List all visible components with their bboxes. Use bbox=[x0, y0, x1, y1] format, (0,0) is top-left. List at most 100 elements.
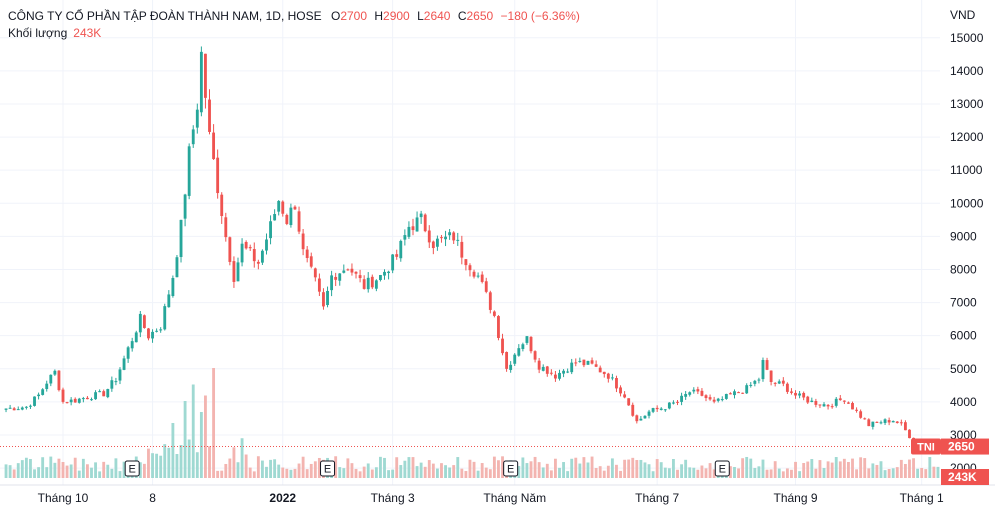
volume-bar bbox=[769, 469, 773, 478]
candle-body bbox=[472, 271, 476, 277]
candle-body bbox=[73, 398, 77, 403]
volume-bar bbox=[179, 445, 183, 478]
volume-bar bbox=[45, 467, 49, 478]
volume-bar bbox=[562, 462, 565, 478]
y-tick-label: 14000 bbox=[950, 64, 984, 78]
x-tick-label: Tháng 10 bbox=[38, 491, 89, 505]
volume-bar bbox=[338, 467, 342, 478]
volume-bar bbox=[842, 458, 846, 478]
volume-bar bbox=[529, 461, 533, 478]
volume-bar bbox=[456, 457, 460, 478]
candle-body bbox=[415, 217, 419, 232]
candle-body bbox=[24, 406, 28, 408]
candle-body bbox=[232, 261, 236, 282]
volume-bar bbox=[806, 461, 810, 478]
candle-body bbox=[505, 352, 509, 369]
candle-body bbox=[387, 271, 390, 274]
volume-bar bbox=[912, 458, 915, 478]
candle-body bbox=[163, 306, 167, 330]
volume-bar bbox=[289, 469, 293, 478]
candle-body bbox=[208, 99, 211, 132]
time-axis[interactable]: Tháng 10 8 2022 Tháng 3 Tháng Năm Tháng 7 Thán… bbox=[38, 491, 944, 505]
candle-body bbox=[431, 241, 435, 249]
volume-bar bbox=[122, 461, 126, 478]
volume-bar bbox=[232, 447, 236, 478]
candle-body bbox=[317, 278, 321, 292]
candle-body bbox=[395, 254, 399, 257]
volume-bar bbox=[220, 470, 224, 478]
volume-bar bbox=[859, 457, 863, 478]
candle-body bbox=[49, 374, 53, 384]
candle-body bbox=[118, 369, 122, 381]
legend-high-label: H bbox=[374, 9, 384, 23]
candle-body bbox=[305, 249, 309, 258]
legend-close-label: C bbox=[457, 9, 467, 23]
candle-body bbox=[643, 415, 647, 419]
volume-bar bbox=[586, 462, 590, 478]
y-tick-label: 15000 bbox=[950, 31, 984, 45]
volume-bar bbox=[822, 468, 826, 478]
volume-bar bbox=[106, 464, 110, 478]
volume-bar bbox=[362, 466, 366, 478]
candle-body bbox=[676, 401, 679, 403]
y-tick-label: 12000 bbox=[950, 130, 984, 144]
candle-body bbox=[741, 392, 745, 394]
candle-body bbox=[574, 362, 578, 364]
candle-body bbox=[908, 429, 911, 439]
candle-body bbox=[151, 331, 154, 339]
volume-bar bbox=[855, 469, 858, 478]
volume-bar bbox=[346, 458, 350, 478]
price-tag-label: 2650 bbox=[948, 440, 975, 454]
candle-body bbox=[281, 201, 285, 214]
volume-bar bbox=[497, 460, 500, 478]
candle-body bbox=[53, 370, 57, 375]
volume-bar bbox=[639, 459, 643, 478]
candle-body bbox=[322, 292, 325, 307]
candle-body bbox=[745, 385, 749, 394]
volume-bar bbox=[452, 465, 456, 478]
candle-body bbox=[704, 395, 708, 399]
volume-bar bbox=[224, 463, 228, 478]
candle-body bbox=[285, 214, 289, 224]
candle-body bbox=[834, 398, 838, 406]
price-axis[interactable]: 2000300040005000600070008000900010000110… bbox=[950, 8, 984, 475]
y-tick-label: 8000 bbox=[950, 262, 977, 276]
volume-bar bbox=[228, 458, 232, 478]
candle-body bbox=[273, 214, 277, 221]
volume-bar bbox=[260, 460, 264, 478]
volume-bar bbox=[240, 438, 244, 478]
volume-bar bbox=[492, 456, 496, 478]
volume-bar bbox=[851, 458, 854, 478]
volume-bar bbox=[8, 465, 12, 478]
candle-body bbox=[838, 398, 842, 401]
volume-bar bbox=[826, 461, 830, 478]
candle-body bbox=[785, 383, 789, 392]
volume-bar bbox=[204, 395, 207, 478]
candle-body bbox=[338, 273, 342, 281]
volume-bar bbox=[903, 463, 907, 478]
candle-body bbox=[102, 391, 106, 397]
candle-body bbox=[183, 194, 187, 219]
candle-body bbox=[265, 239, 268, 251]
volume-bar bbox=[199, 412, 203, 478]
volume-bar bbox=[427, 460, 431, 478]
volume-bar bbox=[643, 462, 647, 478]
volume-bar bbox=[114, 458, 118, 478]
earnings-marker bbox=[320, 460, 336, 477]
candle-body bbox=[541, 366, 545, 371]
legend-close-value: 2650 bbox=[466, 9, 494, 23]
candle-body bbox=[737, 392, 740, 394]
candle-body bbox=[810, 400, 814, 402]
candle-body bbox=[855, 409, 858, 411]
candle-body bbox=[627, 398, 631, 406]
volume-bar bbox=[521, 457, 525, 478]
candle-body bbox=[639, 418, 643, 421]
candle-body bbox=[20, 407, 24, 410]
volume-bar bbox=[20, 460, 24, 478]
candle-body bbox=[826, 404, 830, 407]
candle-body bbox=[688, 392, 692, 395]
x-tick-label: 2022 bbox=[269, 491, 296, 505]
candle-body bbox=[558, 372, 561, 379]
